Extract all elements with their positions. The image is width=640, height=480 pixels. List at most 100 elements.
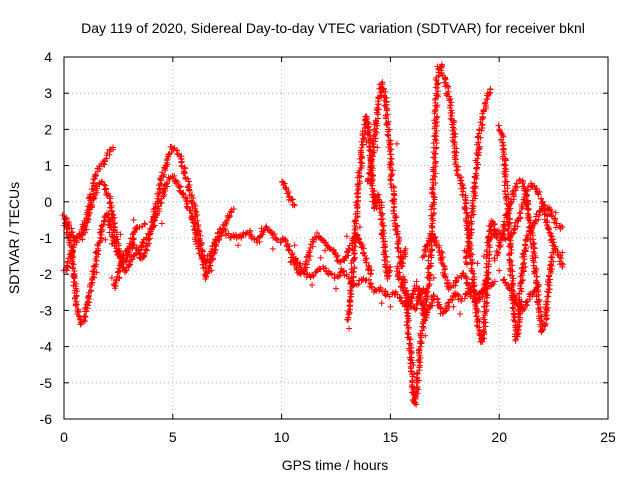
- data-point: [484, 279, 491, 286]
- data-point: [480, 327, 487, 334]
- data-point: [205, 265, 212, 272]
- data-point: [371, 126, 378, 133]
- data-point: [417, 330, 424, 337]
- data-point: [130, 242, 137, 249]
- data-point: [185, 178, 192, 185]
- data-point: [306, 257, 313, 264]
- data-point: [486, 90, 493, 97]
- data-point: [337, 269, 344, 276]
- data-point: [545, 285, 552, 292]
- data-point: [500, 221, 507, 228]
- data-point: [197, 242, 204, 249]
- data-point: [59, 211, 66, 218]
- data-point: [428, 215, 435, 222]
- data-point: [388, 156, 395, 163]
- data-point: [322, 239, 329, 246]
- data-point: [452, 282, 459, 289]
- data-point: [464, 238, 471, 245]
- data-point: [533, 211, 540, 218]
- data-point: [430, 199, 437, 206]
- data-point: [271, 230, 278, 237]
- data-point: [210, 255, 217, 262]
- data-point: [159, 169, 166, 176]
- data-point: [398, 259, 405, 266]
- series-sat-i: [400, 61, 501, 408]
- data-point: [470, 270, 477, 277]
- data-point: [87, 191, 94, 198]
- data-point: [351, 263, 358, 270]
- data-point: [202, 257, 209, 264]
- data-point: [411, 305, 418, 312]
- data-point: [352, 218, 359, 225]
- data-point: [553, 220, 560, 227]
- data-point: [512, 336, 519, 343]
- data-point: [398, 276, 405, 283]
- data-point: [428, 231, 435, 238]
- data-point: [433, 114, 440, 121]
- data-point: [464, 279, 471, 286]
- data-point: [425, 269, 432, 276]
- data-point: [520, 196, 527, 203]
- data-point: [86, 194, 93, 201]
- data-point: [445, 299, 452, 306]
- data-point: [97, 234, 104, 241]
- data-point: [559, 224, 566, 231]
- data-point: [422, 332, 429, 339]
- data-point: [552, 209, 559, 216]
- data-point: [537, 304, 544, 311]
- data-point: [242, 230, 249, 237]
- scattered-points: [71, 135, 566, 339]
- data-point: [423, 290, 430, 297]
- data-point: [351, 239, 358, 246]
- data-point: [387, 166, 394, 173]
- data-point: [126, 262, 133, 269]
- data-point: [88, 287, 95, 294]
- data-point: [546, 282, 553, 289]
- data-point: [475, 308, 482, 315]
- data-point: [544, 304, 551, 311]
- data-point: [501, 165, 508, 172]
- data-point: [411, 399, 418, 406]
- data-point: [381, 222, 388, 229]
- data-point: [509, 304, 516, 311]
- data-point: [545, 293, 552, 300]
- data-point: [387, 140, 394, 147]
- data-point: [226, 212, 233, 219]
- data-point: [447, 109, 454, 116]
- data-point: [345, 252, 352, 259]
- data-point: [545, 226, 552, 233]
- data-point: [472, 309, 479, 316]
- data-point: [475, 315, 482, 322]
- series-sat-m: [491, 176, 557, 336]
- data-point: [405, 298, 412, 305]
- data-point: [414, 370, 421, 377]
- data-point: [485, 274, 492, 281]
- data-point: [545, 276, 552, 283]
- data-point: [199, 255, 206, 262]
- data-point: [547, 262, 554, 269]
- data-point: [384, 131, 391, 138]
- data-point: [434, 113, 441, 120]
- data-point: [108, 274, 115, 281]
- data-point: [72, 302, 79, 309]
- data-point: [472, 183, 479, 190]
- data-point: [300, 270, 307, 277]
- data-point: [438, 259, 445, 266]
- data-point: [378, 300, 385, 307]
- data-point: [94, 242, 101, 249]
- data-point: [309, 282, 316, 289]
- data-point: [498, 234, 505, 241]
- data-point: [391, 217, 398, 224]
- data-point: [453, 149, 460, 156]
- y-tick-label: 3: [44, 85, 52, 101]
- data-point: [114, 273, 121, 280]
- data-point: [337, 258, 344, 265]
- data-point: [482, 99, 489, 106]
- data-point: [91, 274, 98, 281]
- data-point: [519, 277, 526, 283]
- data-point: [279, 178, 286, 185]
- data-point: [291, 202, 298, 209]
- data-point: [445, 85, 452, 92]
- data-point: [335, 273, 342, 280]
- data-point: [431, 234, 438, 241]
